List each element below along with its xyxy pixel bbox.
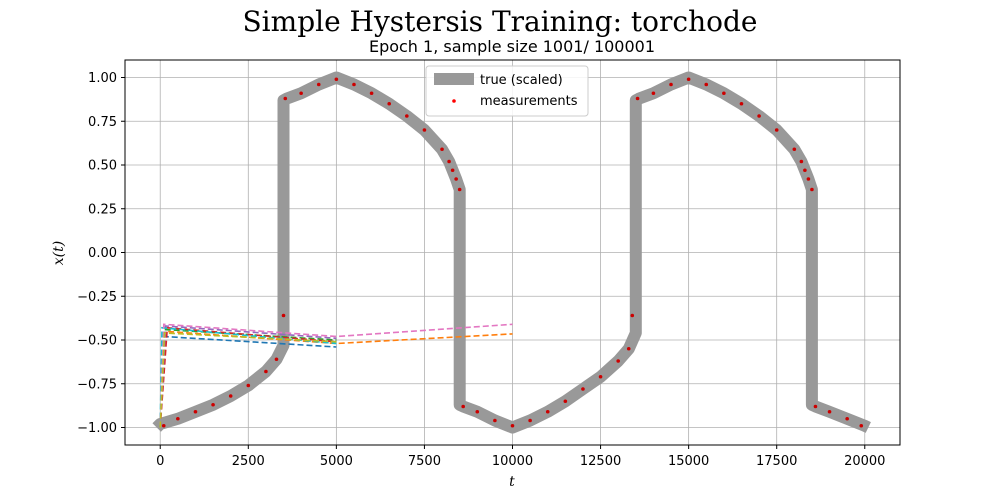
- measurement-point: [845, 416, 849, 421]
- measurement-point: [669, 82, 673, 87]
- y-tick-label: 0.50: [88, 159, 117, 174]
- measurement-point: [774, 128, 779, 132]
- measurement-point: [299, 91, 303, 96]
- prediction-line-8: [159, 332, 337, 428]
- y-tick-label: 0.75: [88, 115, 117, 130]
- measurement-points: [161, 77, 864, 428]
- x-tick-label: 2500: [232, 454, 265, 469]
- measurement-point: [806, 177, 811, 181]
- prediction-lines: [159, 323, 513, 428]
- measurement-point: [193, 409, 198, 414]
- chart-title: Simple Hystersis Training: torchode: [243, 5, 758, 38]
- measurement-point: [722, 91, 726, 96]
- legend-measurements-swatch: [452, 99, 456, 103]
- measurement-point: [274, 357, 279, 362]
- y-tick-label: 0.00: [88, 246, 117, 261]
- x-tick-label: 12500: [580, 454, 621, 469]
- legend-measurements-label: measurements: [480, 94, 578, 109]
- measurement-point: [283, 96, 288, 101]
- measurement-point: [630, 313, 635, 318]
- measurement-point: [422, 128, 427, 132]
- measurement-point: [493, 418, 497, 423]
- measurement-point: [704, 82, 709, 87]
- x-tick-label: 7500: [408, 454, 441, 469]
- measurement-point: [803, 168, 807, 173]
- measurement-point: [581, 387, 585, 391]
- measurement-point: [651, 91, 656, 96]
- y-tick-label: −0.25: [77, 290, 117, 305]
- x-tick-label: 0: [156, 454, 164, 469]
- measurement-point: [352, 82, 356, 87]
- measurement-point: [635, 96, 640, 101]
- y-tick-label: −0.75: [77, 377, 117, 392]
- legend-true-label: true (scaled): [480, 73, 563, 88]
- measurement-point: [316, 82, 321, 87]
- measurement-point: [510, 423, 515, 428]
- measurement-point: [528, 418, 532, 423]
- x-tick-label: 15000: [668, 454, 709, 469]
- plot-frame: [124, 59, 901, 446]
- prediction-line-7: [159, 323, 513, 428]
- measurement-point: [545, 409, 550, 414]
- measurement-point: [454, 177, 458, 181]
- measurement-point: [450, 168, 455, 173]
- prediction-line-5: [159, 325, 337, 428]
- y-ticks: −1.00 −0.75 −0.50 −0.25 0.00 0.25 0.50 0.75 1.00: [77, 71, 125, 436]
- measurement-point: [161, 423, 166, 428]
- x-axis-label: t: [509, 474, 515, 490]
- x-tick-label: 17500: [756, 454, 797, 469]
- measurement-point: [810, 187, 814, 192]
- y-axis-label: x(t): [51, 241, 67, 265]
- measurement-point: [281, 313, 286, 318]
- plot-area: [152, 71, 871, 434]
- measurement-point: [827, 409, 832, 414]
- measurement-point: [176, 416, 180, 421]
- measurement-point: [616, 359, 620, 363]
- measurement-point: [369, 91, 374, 96]
- measurement-point: [246, 383, 251, 388]
- measurement-point: [334, 77, 339, 82]
- x-tick-label: 5000: [320, 454, 353, 469]
- chart-subtitle: Epoch 1, sample size 1001/ 100001: [369, 37, 655, 56]
- measurement-point: [757, 114, 761, 118]
- measurement-point: [387, 101, 392, 106]
- measurement-point: [461, 404, 465, 409]
- x-tick-label: 20000: [844, 454, 885, 469]
- measurement-point: [739, 101, 744, 106]
- y-tick-label: 0.25: [88, 202, 117, 217]
- measurement-point: [228, 394, 233, 398]
- y-tick-label: −1.00: [77, 421, 117, 436]
- measurement-point: [799, 159, 804, 164]
- x-ticks: 0 2500 5000 7500 10000 12500 15000 17500 20000: [156, 445, 885, 469]
- measurement-point: [211, 402, 215, 407]
- measurement-point: [686, 77, 691, 82]
- measurement-point: [598, 374, 603, 379]
- measurement-point: [813, 404, 818, 409]
- measurement-point: [447, 159, 451, 164]
- y-tick-label: 1.00: [88, 71, 117, 86]
- measurement-point: [264, 369, 268, 374]
- measurement-point: [405, 114, 409, 118]
- x-tick-label: 10000: [492, 454, 533, 469]
- measurement-point: [440, 147, 444, 152]
- measurement-point: [626, 346, 631, 351]
- legend: true (scaled) measurements: [425, 65, 589, 117]
- measurement-point: [475, 409, 480, 414]
- measurement-point: [859, 423, 864, 428]
- y-tick-label: −0.50: [77, 334, 117, 349]
- measurement-point: [457, 187, 462, 192]
- measurement-point: [792, 147, 797, 152]
- measurement-point: [563, 399, 568, 404]
